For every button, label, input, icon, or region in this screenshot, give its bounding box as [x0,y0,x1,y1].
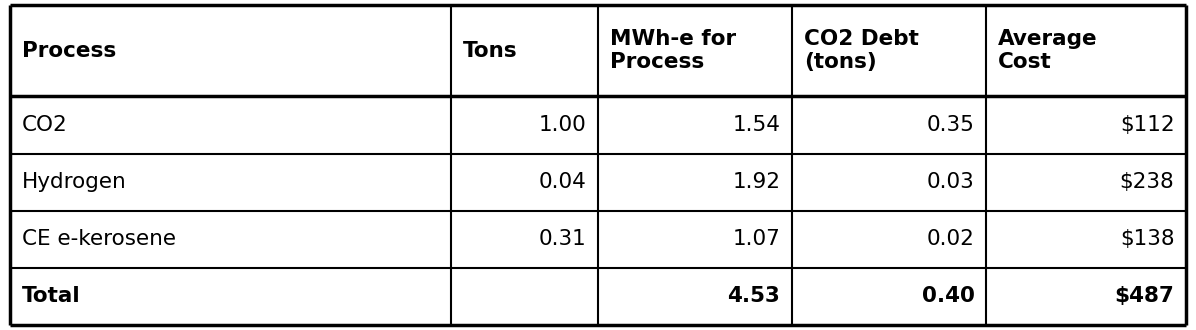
Text: 0.04: 0.04 [538,172,586,192]
Text: Total: Total [22,286,80,307]
Text: CO2 Debt
(tons): CO2 Debt (tons) [804,29,919,72]
Text: 0.40: 0.40 [922,286,975,307]
Text: Tons: Tons [463,41,518,61]
Text: MWh-e for
Process: MWh-e for Process [610,29,736,72]
Text: 0.02: 0.02 [927,229,975,249]
Text: $238: $238 [1119,172,1174,192]
Text: Process: Process [22,41,116,61]
Text: 0.03: 0.03 [927,172,975,192]
Text: $112: $112 [1119,115,1174,135]
Text: $138: $138 [1119,229,1174,249]
Text: 0.31: 0.31 [538,229,586,249]
Text: 4.53: 4.53 [727,286,780,307]
Text: 1.07: 1.07 [732,229,780,249]
Text: 1.92: 1.92 [732,172,780,192]
Text: 1.54: 1.54 [732,115,780,135]
Text: 1.00: 1.00 [538,115,586,135]
Text: CO2: CO2 [22,115,67,135]
Text: 0.35: 0.35 [927,115,975,135]
Text: CE e-kerosene: CE e-kerosene [22,229,176,249]
Text: Hydrogen: Hydrogen [22,172,127,192]
Text: $487: $487 [1115,286,1174,307]
Text: Average
Cost: Average Cost [999,29,1098,72]
